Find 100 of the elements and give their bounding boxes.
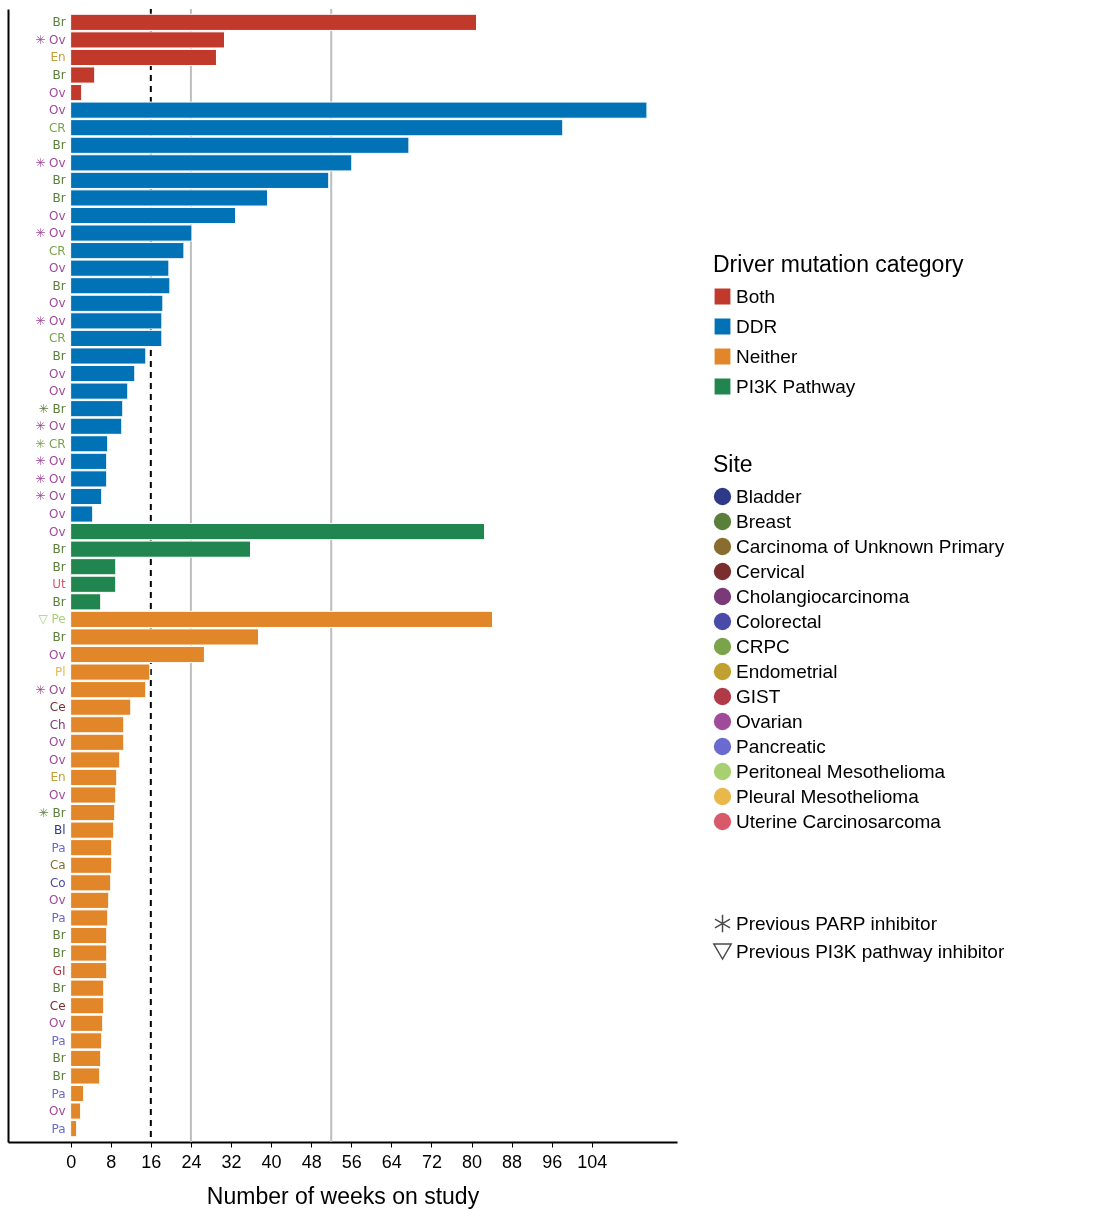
x-tick-label: 48	[301, 1151, 322, 1172]
legend-label: Cholangiocarcinoma	[736, 585, 910, 607]
legend-label: PI3K Pathway	[736, 375, 856, 397]
x-tick-label: 16	[141, 1151, 162, 1172]
y-tick-label: Co	[49, 875, 66, 890]
x-tick-label: 8	[106, 1151, 117, 1172]
y-tick-label: Ov	[49, 366, 66, 381]
y-tick-label: ✳ Ov	[35, 489, 66, 504]
y-tick-label: Ch	[49, 717, 66, 732]
y-tick-label: Ce	[49, 700, 66, 715]
y-tick-label: Pl	[55, 665, 66, 680]
y-tick-label: ▽ Pe	[38, 612, 66, 627]
y-tick-label: Br	[52, 138, 66, 153]
y-tick-label: Br	[52, 173, 66, 188]
legend-label: Carcinoma of Unknown Primary	[736, 535, 1005, 557]
x-tick-label: 96	[542, 1151, 563, 1172]
y-tick-label: Ce	[49, 998, 66, 1013]
x-tick-label: 88	[502, 1151, 523, 1172]
x-tick-label: 32	[221, 1151, 242, 1172]
y-tick-label: Bl	[54, 823, 66, 838]
y-tick-label: Ov	[49, 296, 66, 311]
legend-label: Bladder	[736, 485, 803, 507]
y-tick-label: ✳ Ov	[35, 419, 66, 434]
y-tick-label: Br	[52, 1051, 66, 1066]
y-tick-label: GI	[52, 963, 66, 978]
y-tick-label: Br	[52, 946, 66, 961]
y-tick-label: Br	[52, 542, 66, 557]
x-tick-label: 64	[381, 1151, 402, 1172]
y-tick-label: ✳ Br	[38, 805, 66, 820]
legend-label: Pleural Mesothelioma	[736, 785, 920, 807]
y-tick-label: Br	[52, 190, 66, 205]
text: Site	[713, 451, 753, 477]
y-tick-label: ✳ Ov	[35, 313, 66, 328]
legend-label: Breast	[736, 510, 792, 532]
y-tick-label: CR	[48, 331, 66, 346]
x-tick-label: 56	[341, 1151, 362, 1172]
legend-title: Driver mutation category	[713, 251, 965, 277]
x-tick-label: 0	[66, 1151, 77, 1172]
x-tick-label: 80	[462, 1151, 483, 1172]
y-tick-label: Pa	[51, 1121, 66, 1136]
x-tick-label: 40	[261, 1151, 282, 1172]
y-tick-label: Ov	[49, 735, 66, 750]
x-tick-label: 104	[577, 1151, 608, 1172]
y-tick-label: Pa	[51, 840, 66, 855]
y-tick-label: CR	[48, 243, 66, 258]
y-tick-label: Br	[52, 15, 66, 30]
x-tick-label: 24	[181, 1151, 202, 1172]
y-tick-label: Ov	[49, 208, 66, 223]
y-tick-label: ✳ Br	[38, 401, 66, 416]
legend-label: DDR	[736, 315, 778, 337]
legend-label: Both	[736, 285, 776, 307]
legend-label: Previous PARP inhibitor	[736, 912, 938, 934]
y-tick-label: CR	[48, 120, 66, 135]
y-tick-label: En	[50, 770, 66, 785]
y-tick-label: ✳ Ov	[35, 32, 66, 47]
y-tick-label: Ov	[49, 261, 66, 276]
y-tick-label: ✳ CR	[35, 436, 66, 451]
y-tick-label: Ov	[49, 893, 66, 908]
y-tick-label: Ov	[49, 1016, 66, 1031]
legend-label: Neither	[736, 345, 798, 367]
y-tick-label: En	[50, 50, 66, 65]
legend-label: GIST	[736, 685, 781, 707]
y-tick-label: ✳ Ov	[35, 226, 66, 241]
legend-label: Pancreatic	[736, 735, 826, 757]
y-tick-label: Br	[52, 278, 66, 293]
y-tick-label: Ov	[49, 103, 66, 118]
y-tick-label: Ov	[49, 788, 66, 803]
y-tick-label: ✳ Ov	[35, 155, 66, 170]
y-tick-label: Ov	[49, 384, 66, 399]
legend-label: Previous PI3K pathway inhibitor	[736, 940, 1005, 962]
y-tick-label: Pa	[51, 910, 66, 925]
y-tick-label: Ov	[49, 85, 66, 100]
y-tick-label: Ov	[49, 1104, 66, 1119]
y-tick-label: Ut	[52, 577, 66, 592]
legend-label: Uterine Carcinosarcoma	[736, 810, 942, 832]
y-tick-label: Br	[52, 594, 66, 609]
y-tick-label: Br	[52, 348, 66, 363]
y-tick-label: Br	[52, 629, 66, 644]
y-tick-label: Br	[52, 559, 66, 574]
y-tick-label: ✳ Ov	[35, 454, 66, 469]
y-tick-label: Br	[52, 68, 66, 83]
y-tick-label: Ca	[49, 858, 66, 873]
y-tick-label: ✳ Ov	[35, 471, 66, 486]
y-tick-label: Pa	[51, 1086, 66, 1101]
legend-label: Endometrial	[736, 660, 838, 682]
y-tick-label: ✳ Ov	[35, 682, 66, 697]
y-tick-label: Ov	[49, 752, 66, 767]
legend-label: Cervical	[736, 560, 805, 582]
x-tick-label: 72	[421, 1151, 442, 1172]
y-tick-label: Br	[52, 928, 66, 943]
y-tick-label: Ov	[49, 524, 66, 539]
y-tick-label: Pa	[51, 1033, 66, 1048]
y-tick-label: Br	[52, 981, 66, 996]
y-tick-label: Ov	[49, 507, 66, 522]
legend-label: Colorectal	[736, 610, 822, 632]
legend-label: Peritoneal Mesothelioma	[736, 760, 946, 782]
legend-label: CRPC	[736, 635, 790, 657]
x-axis-title: Number of weeks on study	[206, 1182, 480, 1209]
y-tick-label: Br	[52, 1068, 66, 1083]
y-tick-label: Ov	[49, 647, 66, 662]
